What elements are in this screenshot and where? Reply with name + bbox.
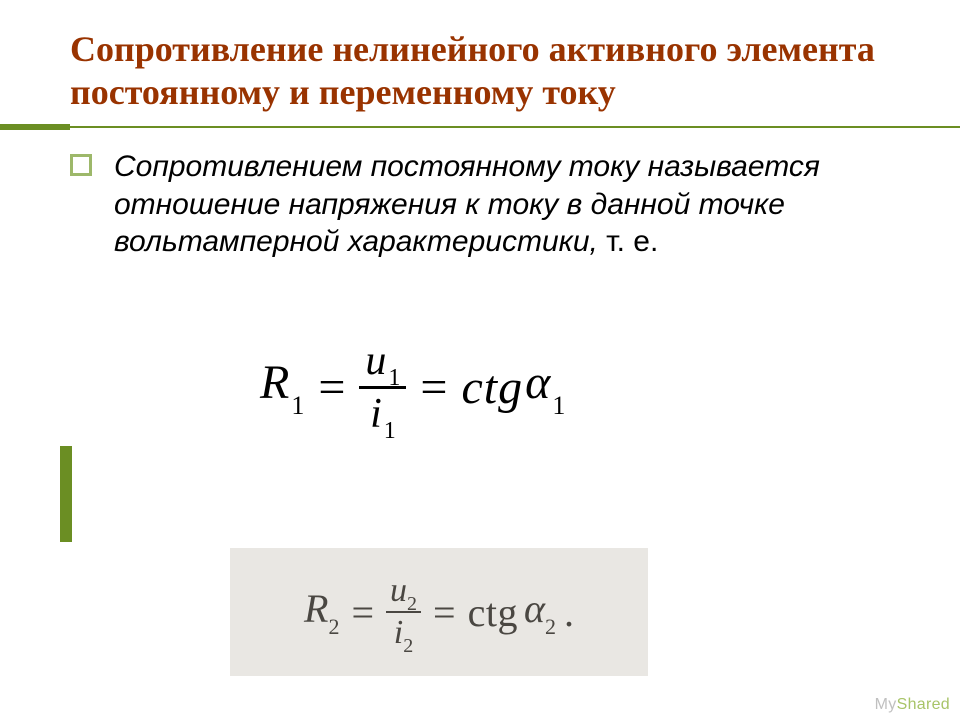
title-underline-accent	[0, 124, 70, 130]
watermark-part2: Shared	[897, 696, 950, 713]
fraction-denominator: i1	[364, 393, 402, 435]
fraction-denominator: i2	[390, 616, 417, 650]
formula-r2-R: R2	[304, 585, 339, 640]
bullet-item: Сопротивлением постоянному току называет…	[70, 148, 900, 261]
formula-r2-equation: R2 = u2 i2 = ctg α2 .	[304, 574, 574, 650]
slide-title: Сопротивление нелинейного активного элем…	[70, 28, 920, 114]
bullet-text-tail: т. е.	[598, 225, 658, 258]
formula-r1-R: R1	[260, 355, 304, 421]
watermark: MyShared	[875, 696, 950, 714]
equals-sign: =	[339, 589, 386, 636]
formula-r1-equation: R1 = u1 i1 = ctgα1	[260, 340, 565, 435]
fraction-numerator: u2	[386, 574, 421, 608]
formula-r2-period: .	[556, 589, 574, 636]
formula-r1-ctg: ctg	[461, 360, 523, 415]
left-accent-bar	[60, 446, 72, 542]
equals-sign: =	[406, 360, 461, 415]
formula-r2-alpha: α2	[524, 585, 556, 640]
formula-r2-fraction: u2 i2	[386, 574, 421, 650]
formula-r1-fraction: u1 i1	[359, 340, 406, 435]
watermark-part1: My	[875, 696, 897, 713]
formula-r2-panel: R2 = u2 i2 = ctg α2 .	[230, 548, 648, 676]
bullet-text-italic: Сопротивлением постоянному току называет…	[114, 150, 820, 258]
formula-r1-alpha: α1	[523, 355, 565, 421]
formula-r2-ctg: ctg	[468, 589, 524, 636]
equals-sign: =	[421, 589, 468, 636]
title-underline-line	[70, 126, 960, 128]
equals-sign: =	[304, 360, 359, 415]
body: Сопротивлением постоянному току называет…	[70, 148, 900, 261]
slide: Сопротивление нелинейного активного элем…	[0, 0, 960, 720]
title-text: Сопротивление нелинейного активного элем…	[70, 28, 920, 114]
fraction-numerator: u1	[359, 340, 406, 382]
bullet-marker-icon	[70, 154, 92, 176]
formula-r1: R1 = u1 i1 = ctgα1	[260, 340, 565, 435]
